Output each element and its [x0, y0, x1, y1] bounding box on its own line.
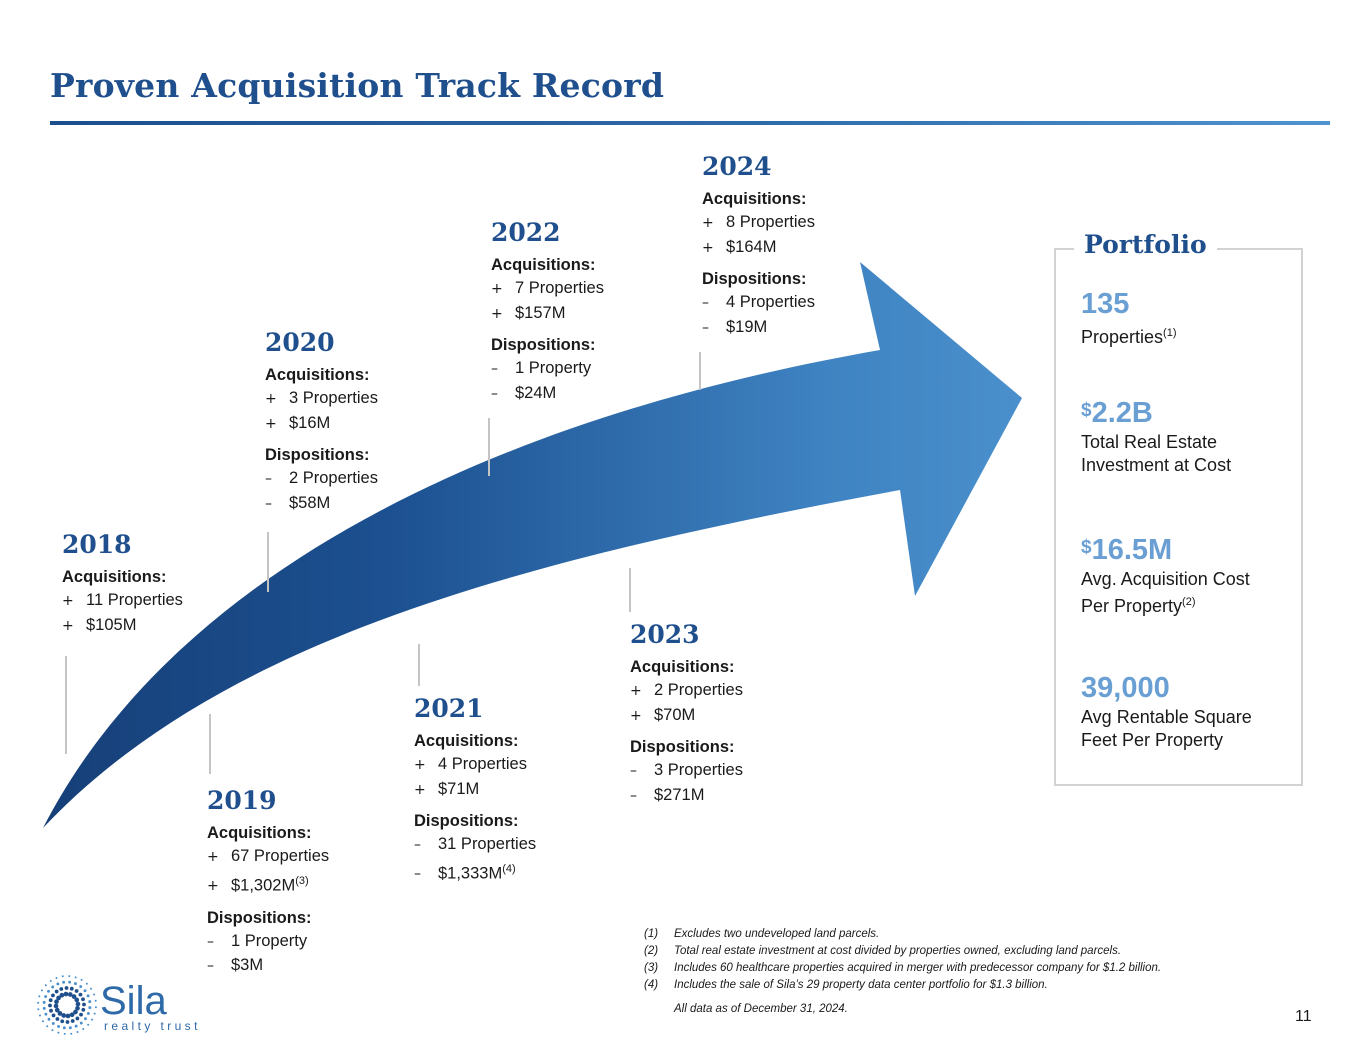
footnote-ref: (4): [502, 862, 516, 875]
acquisition-value: + $70M: [630, 705, 696, 724]
disposition-value: – $58M: [265, 493, 331, 512]
acquisition-value: + $1,302M(3): [207, 874, 309, 895]
connector-tick-2020: [267, 532, 269, 592]
year-label: 2020: [265, 328, 335, 357]
connector-tick-2024: [699, 352, 701, 390]
connector-tick-2021: [418, 644, 420, 686]
dispositions-heading: Dispositions:: [491, 336, 596, 354]
disposition-value: – $3M: [207, 956, 264, 974]
page-number: 11: [1295, 1008, 1312, 1025]
year-block-2018: 2018 Acquisitions: +11 Properties + $105M: [62, 530, 262, 638]
stat-investment-label: Total Real Estate Investment at Cost: [1081, 432, 1232, 475]
sila-logo: Sila realty trust: [37, 975, 201, 1035]
acquisition-value: + $157M: [491, 303, 566, 322]
acquisition-value: + $105M: [62, 615, 137, 634]
portfolio-title: Portfolio: [1074, 228, 1217, 262]
year-block-2019: 2019 Acquisitions: +67 Properties + $1,30…: [207, 786, 407, 979]
year-block-2020: 2020 Acquisitions: +3 Properties + $16M D…: [265, 328, 465, 516]
connector-tick-2022: [488, 418, 490, 476]
connector-tick-2019: [209, 714, 211, 774]
logo-tagline: realty trust: [104, 1019, 201, 1033]
footnote-ref: (3): [295, 874, 309, 887]
stat-properties-label: Properties(1): [1081, 327, 1177, 347]
disposition-count: –3 Properties: [630, 761, 743, 779]
year-label: 2021: [414, 694, 484, 723]
disposition-count: –4 Properties: [702, 293, 815, 311]
footnote: (1) Excludes two undeveloped land parcels…: [644, 928, 880, 940]
acquisitions-heading: Acquisitions:: [702, 190, 807, 208]
year-label: 2018: [62, 530, 132, 559]
dispositions-heading: Dispositions:: [414, 812, 519, 830]
as-of-note: All data as of December 31, 2024.: [674, 1003, 848, 1015]
acquisition-count: +11 Properties: [62, 591, 183, 609]
title-divider: [50, 121, 1330, 125]
connector-tick-2023: [629, 568, 631, 612]
acquisition-count: +2 Properties: [630, 681, 743, 699]
acquisition-count: +3 Properties: [265, 389, 378, 407]
acquisition-count: +67 Properties: [207, 847, 330, 865]
year-label: 2019: [207, 786, 277, 815]
footnotes: (1) Excludes two undeveloped land parcels…: [644, 926, 1161, 1018]
acquisition-count: +8 Properties: [702, 213, 815, 231]
dispositions-heading: Dispositions:: [207, 908, 312, 927]
footnote: (3) Includes 60 healthcare properties acq…: [644, 962, 1162, 974]
year-block-2021: 2021 Acquisitions: +4 Properties + $71M D…: [414, 694, 614, 887]
dispositions-heading: Dispositions:: [630, 738, 735, 756]
acquisitions-heading: Acquisitions:: [491, 256, 596, 274]
disposition-value: – $24M: [491, 383, 557, 402]
stat-square-feet-label: Avg Rentable Square Feet Per Property: [1081, 707, 1252, 750]
year-label: 2023: [630, 620, 700, 649]
year-block-2022: 2022 Acquisitions: +7 Properties + $157M …: [491, 218, 691, 406]
disposition-value: – $19M: [702, 317, 768, 336]
connector-tick-2018: [65, 656, 67, 754]
year-block-2023: 2023 Acquisitions: +2 Properties + $70M D…: [630, 620, 830, 808]
footnote: (2) Total real estate investment at cost …: [644, 945, 1122, 957]
disposition-value: – $1,333M(4): [414, 862, 516, 883]
stat-square-feet-value: 39,000: [1081, 672, 1170, 704]
stat-investment-value: $2.2B: [1081, 397, 1153, 429]
acquisition-value: + $71M: [414, 779, 480, 798]
acquisitions-heading: Acquisitions:: [414, 732, 519, 750]
disposition-count: –1 Property: [207, 931, 308, 950]
acquisition-value: + $16M: [265, 413, 331, 432]
dispositions-heading: Dispositions:: [702, 270, 807, 288]
year-label: 2024: [702, 152, 772, 181]
disposition-count: –1 Property: [491, 359, 592, 377]
acquisitions-heading: Acquisitions:: [265, 366, 370, 384]
dispositions-heading: Dispositions:: [265, 446, 370, 464]
acquisition-count: +7 Properties: [491, 279, 604, 297]
acquisitions-heading: Acquisitions:: [630, 658, 735, 676]
year-block-2024: 2024 Acquisitions: +8 Properties + $164M …: [702, 152, 902, 340]
disposition-count: –31 Properties: [414, 835, 537, 853]
page-title: Proven Acquisition Track Record: [50, 66, 665, 105]
growth-arrow-shape: [43, 262, 1022, 828]
disposition-value: – $271M: [630, 785, 705, 804]
acquisition-value: + $164M: [702, 237, 777, 256]
acquisition-count: +4 Properties: [414, 755, 527, 773]
stat-avg-cost-value: $16.5M: [1081, 534, 1173, 566]
acquisitions-heading: Acquisitions:: [62, 568, 167, 586]
sunburst-icon: [37, 975, 97, 1035]
acquisitions-heading: Acquisitions:: [207, 824, 312, 842]
logo-wordmark: Sila: [100, 979, 167, 1023]
year-label: 2022: [491, 218, 561, 247]
disposition-count: –2 Properties: [265, 469, 378, 487]
stat-avg-cost-label: Avg. Acquisition Cost Per Property(2): [1081, 569, 1250, 616]
footnote: (4) Includes the sale of Sila’s 29 proper…: [644, 979, 1048, 991]
stat-properties-value: 135: [1081, 288, 1130, 320]
